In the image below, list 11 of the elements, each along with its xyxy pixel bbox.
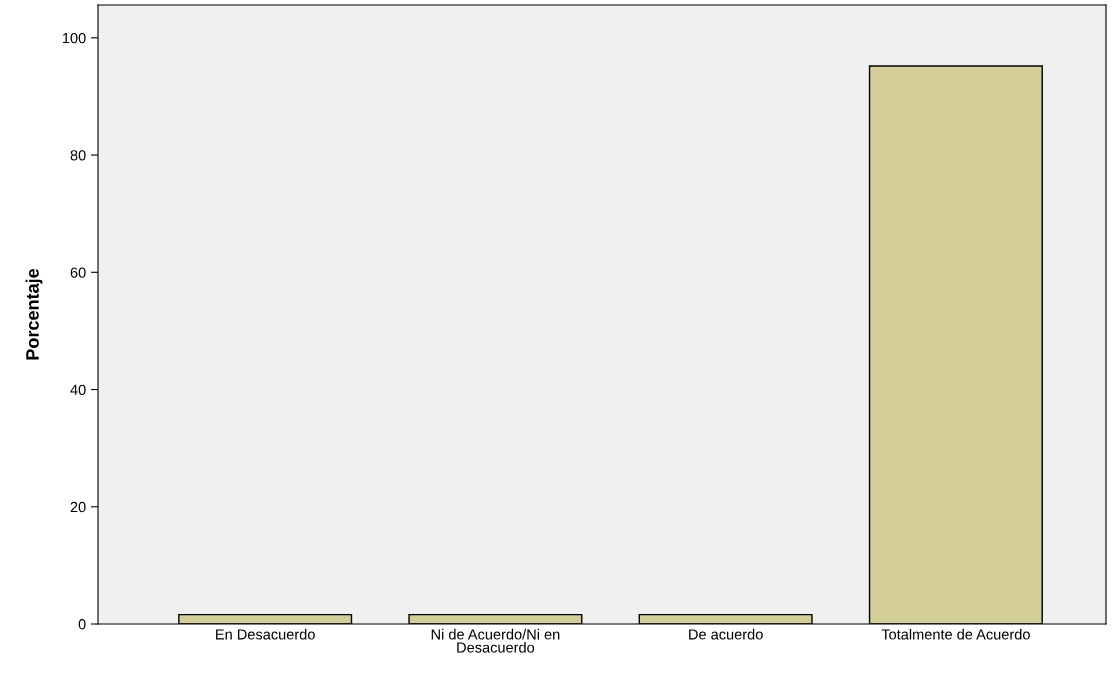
y-tick-label: 0: [78, 619, 86, 630]
y-tick-label: 40: [70, 384, 86, 395]
x-tick-label: En Desacuerdo: [216, 628, 315, 640]
x-tick-label: Totalmente de Acuerdo: [881, 628, 1030, 640]
y-tick-label: 100: [62, 32, 86, 44]
y-tick-label: 20: [70, 501, 86, 513]
y-tick-label: 60: [70, 267, 86, 278]
x-tick-label: De acuerdo: [689, 628, 763, 640]
y-tick-label: 80: [70, 150, 86, 161]
x-tick-label: Ni de Acuerdo/Ni en Desacuerdo: [431, 628, 560, 653]
y-axis-title: Porcentaje: [25, 268, 43, 360]
